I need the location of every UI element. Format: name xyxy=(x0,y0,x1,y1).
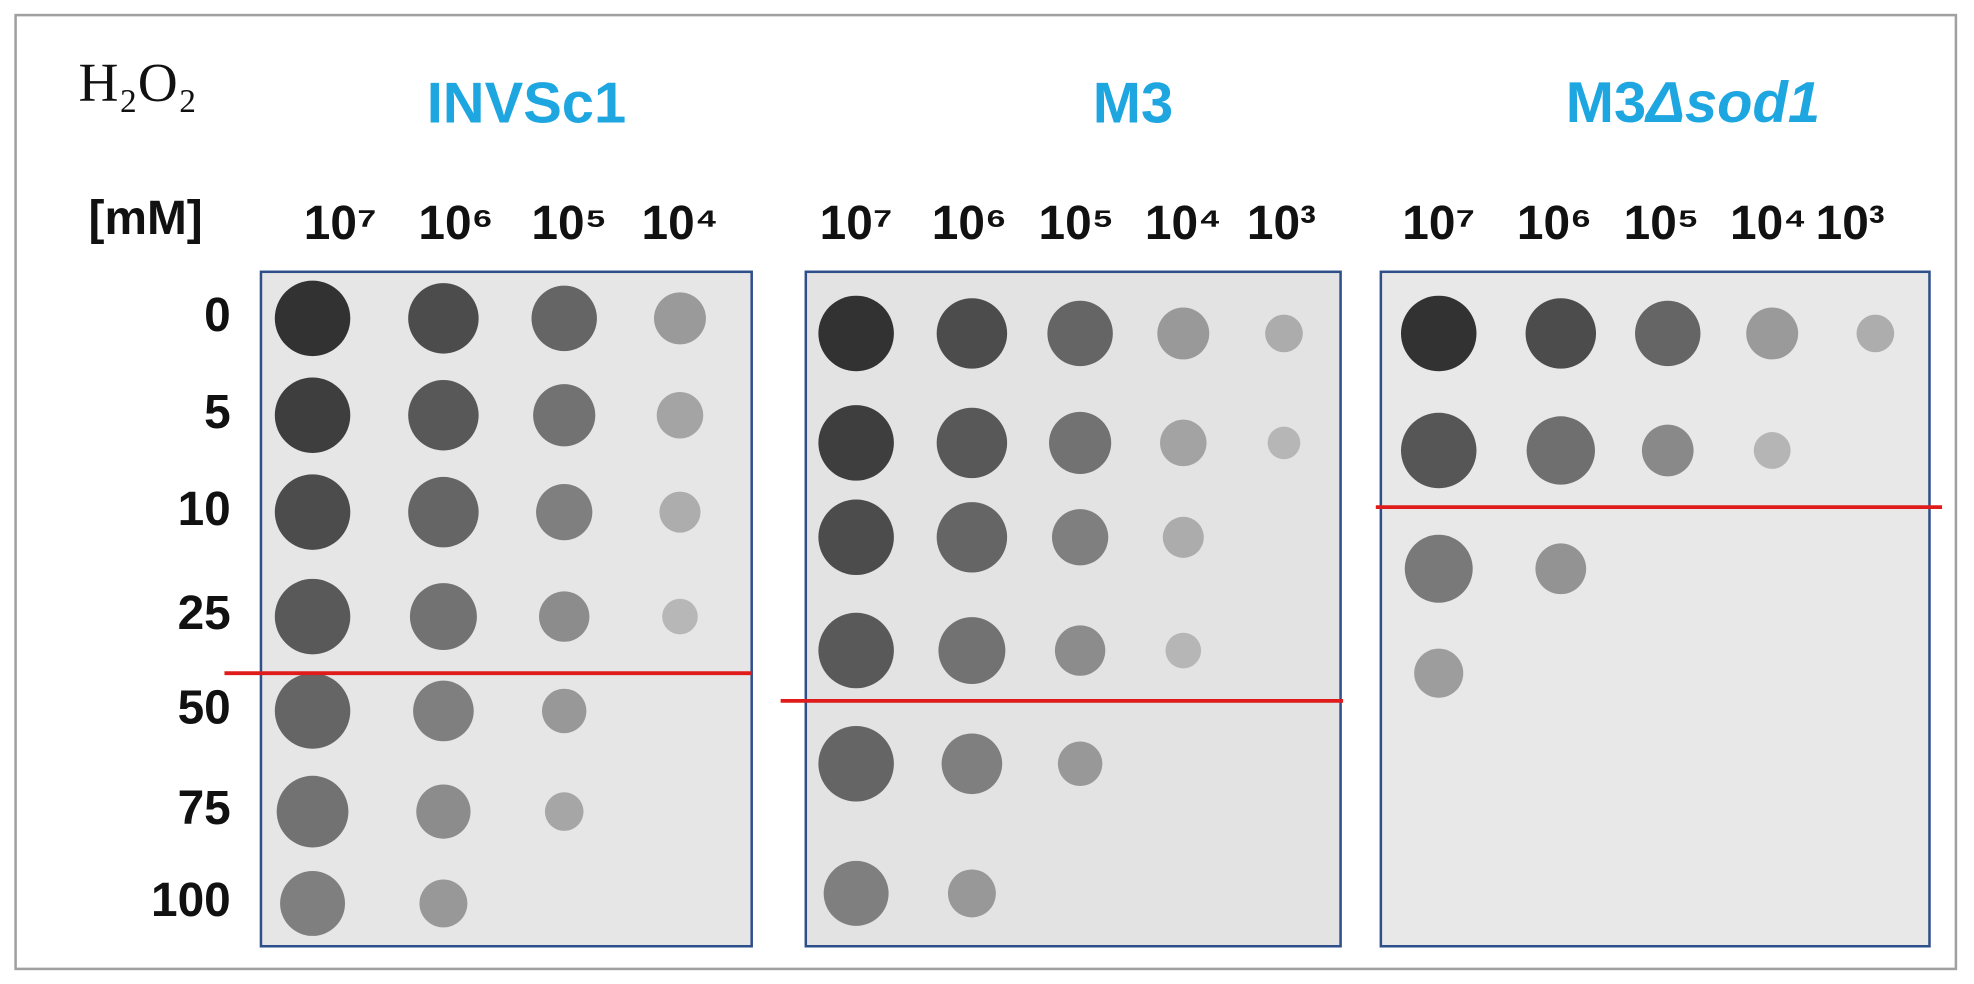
colony-spot xyxy=(533,384,596,447)
colony-spot xyxy=(818,295,894,372)
colony-spot xyxy=(656,391,704,439)
dilution-label: 10⁶ xyxy=(932,197,1007,250)
colony-spot xyxy=(1162,516,1204,558)
row-label: 75 xyxy=(178,782,231,835)
colony-spot xyxy=(1165,632,1202,669)
colony-spot xyxy=(408,283,479,354)
colony-spot xyxy=(818,499,894,576)
colony-spot xyxy=(408,476,479,548)
colony-spot xyxy=(274,474,351,550)
colony-spot xyxy=(1525,298,1597,369)
dilution-label: 10⁷ xyxy=(820,197,893,250)
dilution-label: 10⁵ xyxy=(1039,197,1115,250)
colony-spot xyxy=(1051,509,1109,566)
spots xyxy=(274,280,1895,936)
reagent-label: H₂O₂ xyxy=(78,52,197,113)
colony-spot xyxy=(539,591,590,642)
strain: M3 xyxy=(1566,71,1646,135)
colony-spot xyxy=(1526,416,1595,485)
dilution-label: 10⁴ xyxy=(1145,197,1222,250)
colony-spot xyxy=(1535,543,1587,595)
dilution-label: 10⁵ xyxy=(531,197,607,250)
row-label: 5 xyxy=(204,386,231,439)
dilution-label: 10⁴ xyxy=(1730,197,1807,250)
row-label: 0 xyxy=(204,289,231,342)
colony-spot xyxy=(1635,300,1701,367)
colony-spot xyxy=(662,598,698,635)
colony-spot xyxy=(274,578,351,655)
colony-spot xyxy=(938,617,1006,685)
colony-spot xyxy=(409,583,477,651)
dilution-label: 10⁶ xyxy=(1517,197,1592,250)
dilution-label: 10⁷ xyxy=(304,197,377,250)
colony-spot xyxy=(419,879,468,928)
colony-spot xyxy=(276,775,349,848)
colony-spot xyxy=(274,673,351,749)
colony-spot xyxy=(274,280,351,357)
panel-title: M3Δsod1 xyxy=(1566,71,1820,135)
colony-spot xyxy=(536,483,593,541)
colony-spot xyxy=(1267,426,1301,460)
colony-spot xyxy=(936,407,1008,479)
colony-spot xyxy=(413,680,474,742)
dilution-label: 10⁶ xyxy=(418,197,493,250)
colony-spot xyxy=(936,298,1008,369)
panel-title: INVSc1 xyxy=(427,71,626,135)
dilution-label: 10⁵ xyxy=(1624,197,1700,250)
colony-spot xyxy=(1160,419,1207,467)
plate xyxy=(1379,270,1931,948)
colony-spot xyxy=(1414,648,1464,698)
row-label: 25 xyxy=(178,587,231,640)
colony-spot xyxy=(531,285,597,352)
row-label: 10 xyxy=(178,483,231,536)
plate xyxy=(804,270,1342,948)
dilution-label: 10⁷ xyxy=(1402,197,1475,250)
colony-spot xyxy=(1856,314,1895,353)
colony-spot xyxy=(544,792,584,831)
colony-spot xyxy=(941,733,1003,795)
colony-spot xyxy=(1047,300,1113,367)
colony-spot xyxy=(818,726,894,802)
colony-spot xyxy=(541,688,587,734)
mutation: Δsod1 xyxy=(1644,71,1820,135)
colony-spot xyxy=(1157,307,1210,360)
colony-spot xyxy=(1400,295,1477,372)
colony-spot xyxy=(1746,307,1799,360)
row-label: 50 xyxy=(178,682,231,735)
colony-spot xyxy=(280,871,346,936)
dilution-label: 10⁴ xyxy=(642,197,719,250)
colony-spot xyxy=(416,784,471,839)
colony-spot xyxy=(1753,432,1791,469)
unit-label: [mM] xyxy=(89,192,203,245)
colony-spot xyxy=(1054,625,1106,676)
dilution-label: 10³ xyxy=(1816,197,1885,250)
colony-spot xyxy=(818,405,894,481)
colony-spot xyxy=(818,612,894,689)
colony-spot xyxy=(659,491,701,533)
colony-spot xyxy=(1641,424,1694,477)
colony-spot xyxy=(947,869,996,918)
colony-spot xyxy=(654,292,706,345)
colony-spot xyxy=(274,377,351,453)
colony-spot xyxy=(1400,412,1477,489)
colony-spot xyxy=(408,380,479,451)
colony-spot xyxy=(1404,534,1473,603)
row-label: 100 xyxy=(151,874,231,927)
panel-title: M3 xyxy=(1093,71,1173,135)
colony-spot xyxy=(1265,314,1303,353)
colony-spot xyxy=(1057,741,1103,787)
colony-spot xyxy=(823,860,889,926)
colony-spot xyxy=(936,502,1008,573)
colony-spot xyxy=(1049,411,1112,475)
dilution-label: 10³ xyxy=(1247,197,1316,250)
